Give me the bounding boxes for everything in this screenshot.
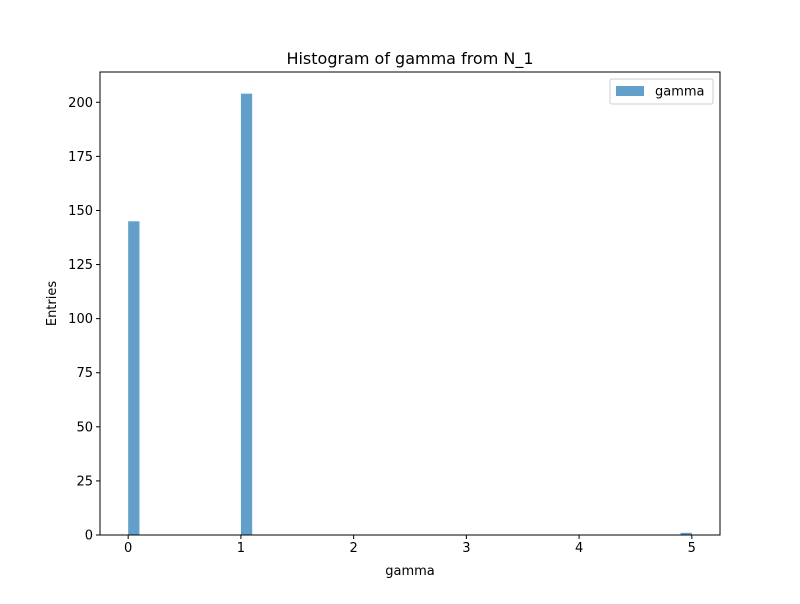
histogram-bar [240, 93, 253, 536]
x-tick-label: 3 [462, 541, 470, 556]
y-tick-label: 200 [68, 96, 93, 111]
y-tick-label: 50 [76, 420, 93, 435]
legend-frame [609, 78, 714, 105]
y-tick-label: 150 [68, 204, 93, 219]
histogram-bar [128, 221, 140, 536]
x-tick-label: 4 [575, 541, 583, 556]
legend: gamma [609, 78, 714, 105]
chart-title: Histogram of gamma from N_1 [286, 49, 533, 69]
y-tick-label: 0 [85, 529, 93, 544]
y-tick-label: 175 [68, 150, 93, 165]
x-tick-label: 0 [124, 541, 132, 556]
x-tick-label: 5 [688, 541, 696, 556]
x-axis-ticks: 0 1 2 3 4 5 [124, 535, 696, 556]
legend-label: gamma [655, 85, 705, 100]
x-tick-label: 1 [237, 541, 245, 556]
histogram-bar [680, 532, 692, 535]
x-tick-label: 2 [349, 541, 357, 556]
legend-swatch [616, 86, 644, 96]
y-tick-label: 75 [76, 366, 93, 381]
x-axis-label: gamma [385, 564, 435, 579]
bars-layer [128, 93, 692, 536]
y-tick-label: 100 [68, 312, 93, 327]
y-axis-label: Entries [45, 281, 60, 327]
y-axis-ticks: 0 25 50 75 100 125 150 175 200 [68, 96, 100, 544]
y-tick-label: 125 [68, 258, 93, 273]
y-tick-label: 25 [76, 474, 93, 489]
plot-frame [99, 71, 721, 536]
